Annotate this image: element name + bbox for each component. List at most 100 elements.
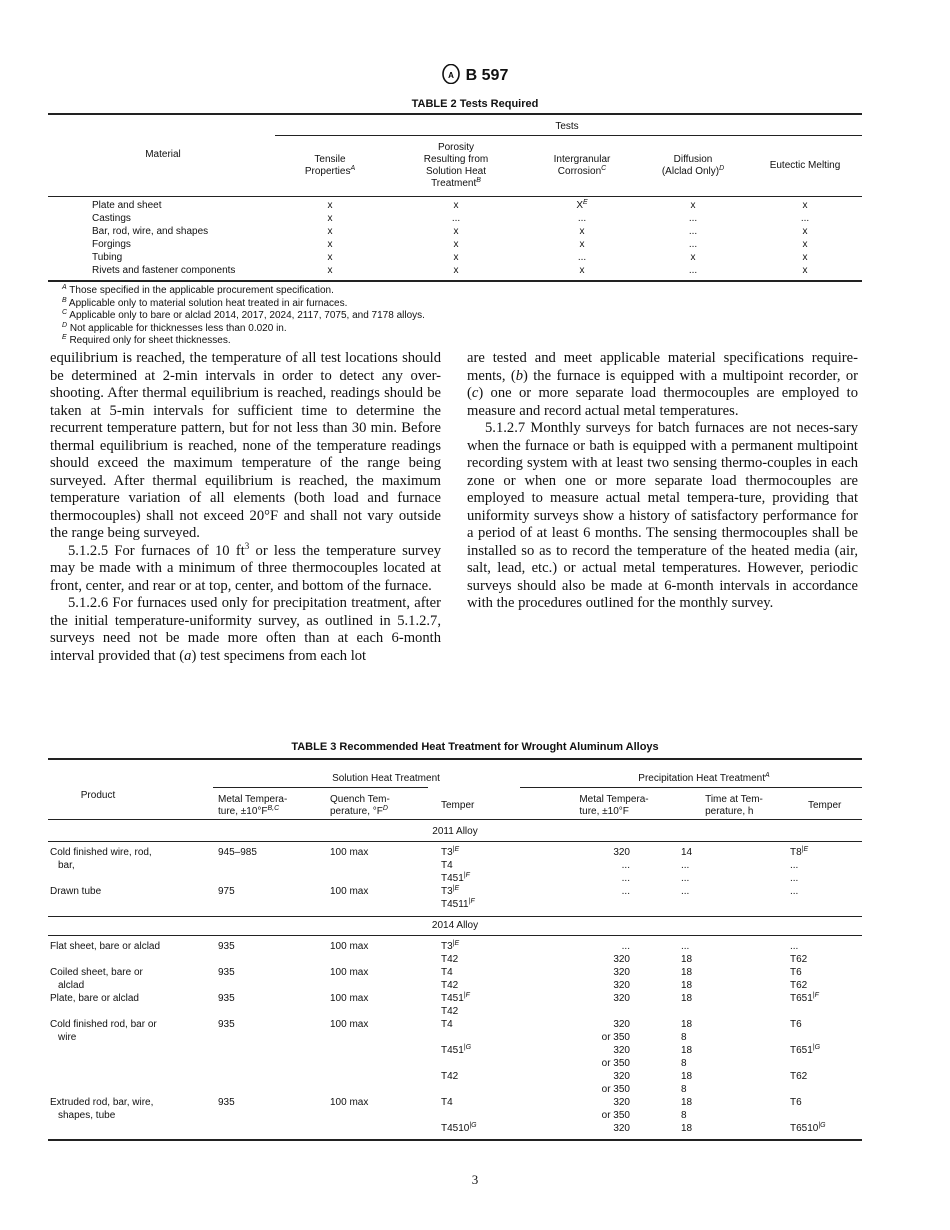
table3-cell: 18 bbox=[681, 1019, 693, 1030]
table3-title: TABLE 3 Recommended Heat Treatment for W… bbox=[291, 741, 659, 753]
page-number: 3 bbox=[471, 1172, 479, 1187]
alloy-section-header: 2014 Alloy bbox=[431, 920, 479, 931]
table2-footnote: A Those specified in the applicable proc… bbox=[62, 284, 334, 296]
table3-cell: ... bbox=[621, 860, 630, 871]
table3-cell: T42 bbox=[441, 980, 459, 991]
table3-cell: bar, bbox=[58, 860, 75, 871]
table2-material-cell: Rivets and fastener components bbox=[92, 265, 236, 276]
sol-metal-header: Metal Tempera-ture, ±10°FB,C bbox=[218, 794, 288, 817]
table3-cell: 320 bbox=[613, 980, 630, 991]
table3-cell: or 350 bbox=[601, 1084, 630, 1095]
table3-top-rule bbox=[48, 758, 862, 760]
table3-cell: T651|G bbox=[790, 1044, 821, 1056]
table2-cell: x bbox=[453, 226, 459, 237]
table3-cell: Plate, bare or alclad bbox=[50, 993, 139, 1004]
table2-cell: x bbox=[802, 265, 808, 276]
table3-cell: 320 bbox=[613, 1071, 630, 1082]
table2-footnote: B Applicable only to material solution h… bbox=[62, 296, 348, 309]
table2-cell: ... bbox=[688, 239, 698, 250]
table3-cell: ... bbox=[621, 873, 630, 884]
table2-cell: x bbox=[802, 239, 808, 250]
time-header: Time at Tem-perature, h bbox=[705, 794, 763, 817]
table2-cell: ... bbox=[577, 213, 587, 224]
table3-cell: T6 bbox=[790, 1097, 802, 1108]
page-header: A B 597 bbox=[0, 64, 950, 85]
table3-cell: T451|F bbox=[441, 872, 470, 884]
table2-material-cell: Castings bbox=[92, 213, 131, 224]
table3-cell: Cold finished wire, rod, bbox=[50, 847, 152, 858]
table3-cell: 8 bbox=[681, 1084, 687, 1095]
table2-material-cell: Tubing bbox=[92, 252, 123, 263]
table2-cell: x bbox=[690, 252, 696, 263]
table2-column-header: CorrosionC bbox=[557, 165, 607, 177]
solution-rule bbox=[213, 787, 428, 788]
table3-cell: 8 bbox=[681, 1058, 687, 1069]
table3-cell: T6 bbox=[790, 1019, 802, 1030]
table2-footnote: C Applicable only to bare or alclad 2014… bbox=[62, 309, 425, 321]
table3-cell: alclad bbox=[58, 980, 85, 991]
table3-cell: 14 bbox=[681, 847, 693, 858]
table3-cell: T4 bbox=[441, 1097, 453, 1108]
table3-cell: T62 bbox=[790, 980, 808, 991]
table2-cell: x bbox=[453, 239, 459, 250]
table2-cell: x bbox=[327, 265, 333, 276]
table3-cell: 8 bbox=[681, 1032, 687, 1043]
table3-cell: T451|G bbox=[441, 1044, 472, 1056]
table3-cell: T651|F bbox=[790, 992, 819, 1004]
table3-cell: 935 bbox=[218, 1097, 235, 1108]
table3-cell: 935 bbox=[218, 1019, 235, 1030]
table3-cell: 100 max bbox=[330, 967, 369, 978]
paragraph-5-1-2-6: 5.1.2.6 For furnaces used only for preci… bbox=[50, 595, 441, 664]
table2-top-rule bbox=[48, 113, 862, 115]
table2-cell: x bbox=[579, 265, 585, 276]
body-left-column: equilibrium is reached, the temperature … bbox=[50, 350, 441, 665]
table3-cell: Extruded rod, bar, wire, bbox=[50, 1097, 154, 1108]
table3-cell: 945–985 bbox=[218, 847, 257, 858]
table2-column-header: Resulting from bbox=[423, 154, 489, 165]
table3-cell: 935 bbox=[218, 941, 235, 952]
table3-cell: 320 bbox=[613, 993, 630, 1004]
table3-cell: T8|E bbox=[790, 846, 809, 858]
section-rule bbox=[48, 916, 862, 917]
table2-cell: ... bbox=[688, 265, 698, 276]
table3-cell: wire bbox=[58, 1032, 77, 1043]
table2-cell: ... bbox=[800, 213, 810, 224]
table3-cell: T4 bbox=[441, 967, 453, 978]
table3-cell: T42 bbox=[441, 954, 459, 965]
table2-cell: x bbox=[327, 200, 333, 211]
table3-cell: 18 bbox=[681, 1123, 693, 1134]
table2-column-header: Tensile bbox=[314, 154, 346, 165]
table3-cell: 100 max bbox=[330, 993, 369, 1004]
table3-cell: ... bbox=[790, 873, 799, 884]
table3-cell: Drawn tube bbox=[50, 886, 102, 897]
table3-cell: T62 bbox=[790, 1071, 808, 1082]
table3-cell: or 350 bbox=[601, 1032, 630, 1043]
table3-cell: ... bbox=[790, 860, 799, 871]
table3-cell: 935 bbox=[218, 993, 235, 1004]
table2-footnote: D Not applicable for thicknesses less th… bbox=[62, 321, 287, 334]
table3-cell: T6510|G bbox=[790, 1122, 826, 1134]
table3-cell: 935 bbox=[218, 967, 235, 978]
paragraph: are tested and meet applicable material … bbox=[467, 350, 858, 419]
table2-cell: x bbox=[802, 252, 808, 263]
table2-cell: x bbox=[327, 239, 333, 250]
table2-column-header: Solution Heat bbox=[425, 166, 487, 177]
table3-cell: 18 bbox=[681, 980, 693, 991]
table2-bottom-rule bbox=[48, 280, 862, 282]
table3-cell: T4510|G bbox=[441, 1122, 477, 1134]
section-rule bbox=[48, 841, 862, 842]
product-header: Product bbox=[80, 790, 116, 801]
table3-cell: 100 max bbox=[330, 847, 369, 858]
table3-cell: 18 bbox=[681, 1045, 693, 1056]
table2-cell: XE bbox=[576, 199, 588, 211]
table3-cell: T4 bbox=[441, 1019, 453, 1030]
table2-cell: x bbox=[453, 252, 459, 263]
table2-cell: ... bbox=[577, 252, 587, 263]
table2-column-header: Porosity bbox=[437, 142, 475, 153]
table3-cell: T451|F bbox=[441, 992, 470, 1004]
table2-column-header: Diffusion bbox=[673, 154, 713, 165]
table3-cell: 18 bbox=[681, 967, 693, 978]
table2-column-header: TreatmentB bbox=[431, 177, 481, 189]
table3-cell: ... bbox=[681, 886, 690, 897]
table3-cell: Coiled sheet, bare or bbox=[50, 967, 143, 978]
